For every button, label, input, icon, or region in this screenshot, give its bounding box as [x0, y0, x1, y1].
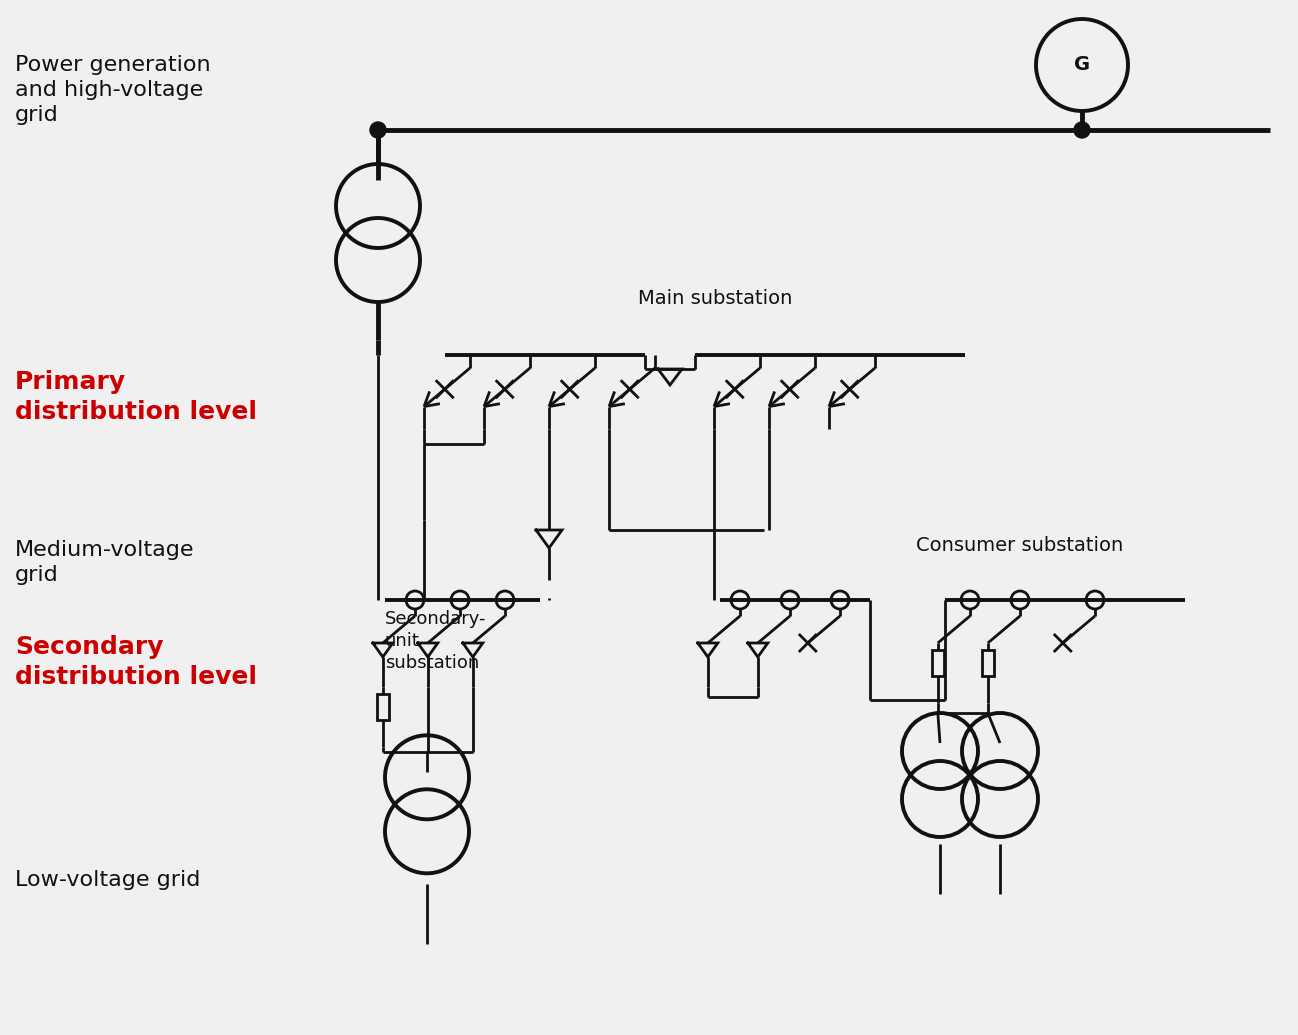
Text: Low-voltage grid: Low-voltage grid — [16, 870, 200, 890]
Circle shape — [370, 122, 386, 138]
Text: Primary
distribution level: Primary distribution level — [16, 369, 257, 423]
Text: Secondary-
unit
substation: Secondary- unit substation — [386, 610, 487, 673]
Bar — [932, 650, 944, 676]
Bar — [376, 694, 389, 720]
Text: G: G — [1073, 56, 1090, 75]
Bar — [981, 650, 994, 676]
Circle shape — [1073, 122, 1090, 138]
Text: Secondary
distribution level: Secondary distribution level — [16, 635, 257, 688]
Text: Medium-voltage
grid: Medium-voltage grid — [16, 540, 195, 585]
Text: Consumer substation: Consumer substation — [916, 536, 1124, 555]
Text: Main substation: Main substation — [637, 289, 792, 308]
Text: Power generation
and high-voltage
grid: Power generation and high-voltage grid — [16, 55, 210, 124]
